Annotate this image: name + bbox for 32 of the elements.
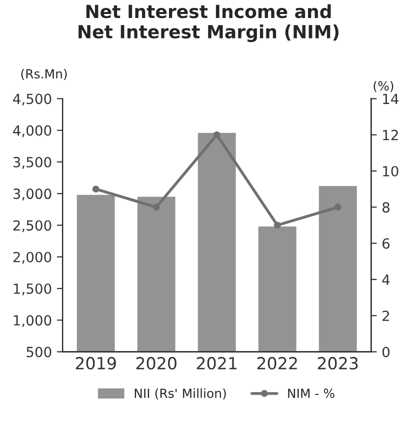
y-tick-label: 4,000 [13,125,52,138]
y2-tick-label: 4 [382,274,390,285]
y2-tick-label: 2 [382,310,389,321]
y-tick-label: 4,500 [13,94,52,106]
chart-title: Net Interest Income and Net Interest Margin (NIM) [78,4,339,42]
point [92,186,100,193]
x-tick-label: 2022 [257,356,297,370]
point [334,204,342,211]
x-tick-label: 2023 [318,356,358,370]
x-tick-label: 2019 [76,356,116,370]
y-tick-label: 3,500 [13,156,52,169]
y-tick-label: 1,000 [14,315,52,328]
y2-tick-label: 0 [382,346,390,358]
y-tick-label: 2,500 [13,220,52,232]
y-tick-label: 500 [26,346,52,358]
y2-axis-title: (%) [374,80,394,92]
legend-label: NII (Rs' Million) [134,388,226,400]
y-axis-title: (Rs.Mn) [21,68,67,80]
y2-tick-label: 10 [383,166,398,176]
x-tick-label: 2020 [136,356,176,370]
y2-tick-label: 6 [382,238,390,249]
y-tick-label: 3,000 [13,188,52,200]
y2-tick-label: 12 [383,130,398,140]
y2-tick-label: 14 [383,94,398,104]
y-tick-label: 2,000 [13,252,52,264]
y2-tick-label: 8 [382,202,390,213]
point [274,222,281,229]
y-tick-label: 1,500 [14,283,52,296]
point [152,204,160,211]
legend-label: NIM - % [288,388,334,398]
point [213,131,220,138]
x-tick-label: 2021 [196,356,237,370]
